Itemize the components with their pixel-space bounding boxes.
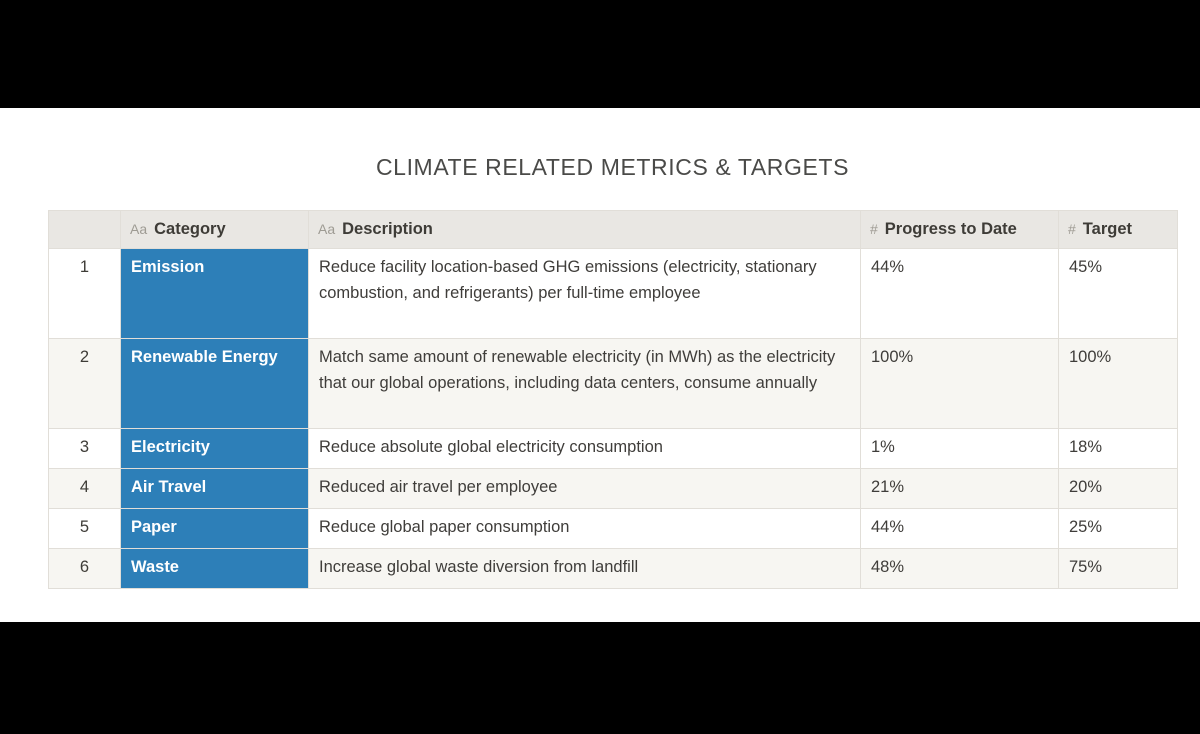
number-property-icon: # — [870, 221, 878, 237]
number-property-icon: # — [1068, 221, 1076, 237]
column-header-label: Progress to Date — [884, 220, 1017, 238]
bottom-letterbox-bar — [0, 622, 1200, 734]
row-number-cell: 4 — [48, 468, 121, 509]
target-cell[interactable]: 25% — [1058, 508, 1178, 549]
description-cell[interactable]: Reduce global paper consumption — [308, 508, 861, 549]
table-row: 4 Air Travel Reduced air travel per empl… — [48, 468, 1178, 509]
target-cell[interactable]: 75% — [1058, 548, 1178, 589]
category-cell[interactable]: Electricity — [120, 428, 309, 469]
row-number-cell: 1 — [48, 248, 121, 339]
description-cell[interactable]: Reduced air travel per employee — [308, 468, 861, 509]
table-row: 6 Waste Increase global waste diversion … — [48, 548, 1178, 589]
progress-cell[interactable]: 100% — [860, 338, 1059, 429]
column-header-label: Category — [154, 220, 226, 238]
table-row: 5 Paper Reduce global paper consumption … — [48, 508, 1178, 549]
progress-cell[interactable]: 44% — [860, 508, 1059, 549]
text-property-icon: Aa — [130, 221, 148, 237]
description-cell[interactable]: Increase global waste diversion from lan… — [308, 548, 861, 589]
document-content: CLIMATE RELATED METRICS & TARGETS Aa Cate… — [48, 108, 1178, 589]
category-cell[interactable]: Renewable Energy — [120, 338, 309, 429]
column-header-row-number — [48, 210, 121, 249]
row-number-cell: 5 — [48, 508, 121, 549]
category-cell[interactable]: Air Travel — [120, 468, 309, 509]
category-cell[interactable]: Waste — [120, 548, 309, 589]
table-row: 2 Renewable Energy Match same amount of … — [48, 338, 1178, 429]
target-cell[interactable]: 20% — [1058, 468, 1178, 509]
header-row: Aa Category Aa Description # Progress to Da… — [48, 210, 1178, 249]
row-number-cell: 3 — [48, 428, 121, 469]
column-header-description[interactable]: Aa Description — [308, 210, 861, 249]
description-cell[interactable]: Match same amount of renewable electrici… — [308, 338, 861, 429]
column-header-category[interactable]: Aa Category — [120, 210, 309, 249]
table-row: 1 Emission Reduce facility location-base… — [48, 248, 1178, 339]
row-number-cell: 2 — [48, 338, 121, 429]
page-title: CLIMATE RELATED METRICS & TARGETS — [375, 154, 850, 180]
progress-cell[interactable]: 48% — [860, 548, 1059, 589]
row-number-cell: 6 — [48, 548, 121, 589]
table-row: 3 Electricity Reduce absolute global ele… — [48, 428, 1178, 469]
top-letterbox-bar — [0, 0, 1200, 108]
target-cell[interactable]: 45% — [1058, 248, 1178, 339]
description-cell[interactable]: Reduce facility location-based GHG emiss… — [308, 248, 861, 339]
category-cell[interactable]: Paper — [120, 508, 309, 549]
metrics-table: Aa Category Aa Description # Progress to Da… — [48, 210, 1178, 589]
progress-cell[interactable]: 21% — [860, 468, 1059, 509]
column-header-label: Description — [342, 220, 433, 238]
column-header-label: Target — [1082, 220, 1132, 238]
target-cell[interactable]: 18% — [1058, 428, 1178, 469]
description-cell[interactable]: Reduce absolute global electricity consu… — [308, 428, 861, 469]
progress-cell[interactable]: 1% — [860, 428, 1059, 469]
table-body: 1 Emission Reduce facility location-base… — [48, 248, 1178, 589]
text-property-icon: Aa — [318, 221, 336, 237]
target-cell[interactable]: 100% — [1058, 338, 1178, 429]
table-header: Aa Category Aa Description # Progress to Da… — [48, 210, 1178, 249]
progress-cell[interactable]: 44% — [860, 248, 1059, 339]
column-header-progress-to-date[interactable]: # Progress to Date — [860, 210, 1059, 249]
category-cell[interactable]: Emission — [120, 248, 309, 339]
column-header-target[interactable]: # Target — [1058, 210, 1178, 249]
